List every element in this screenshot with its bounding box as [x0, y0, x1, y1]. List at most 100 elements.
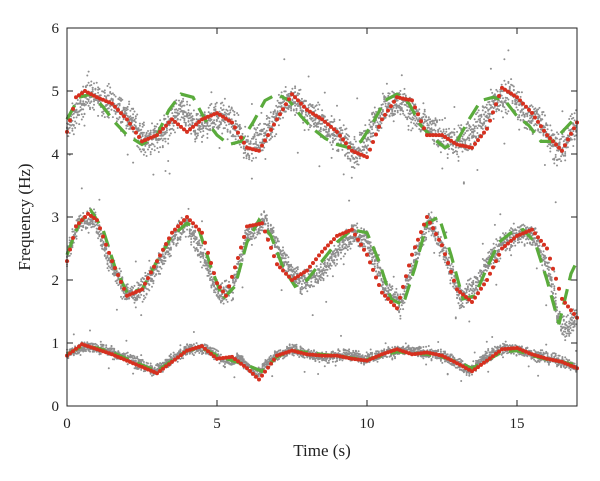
scatter-point — [508, 87, 511, 90]
scatter-point — [186, 219, 189, 222]
scatter-point — [534, 123, 537, 125]
scatter-point — [152, 143, 155, 146]
scatter-point — [120, 270, 122, 273]
scatter-point — [210, 91, 213, 94]
scatter-point — [341, 129, 344, 132]
scatter-point — [402, 300, 405, 302]
scatter-point — [368, 242, 371, 245]
scatter-point — [242, 145, 245, 148]
scatter-point — [101, 239, 104, 242]
scatter-point — [475, 286, 477, 289]
scatter-point — [141, 135, 144, 138]
scatter-point — [414, 115, 417, 118]
scatter-point — [398, 304, 401, 307]
scatter-point — [241, 259, 244, 262]
scatter-point — [118, 98, 121, 101]
scatter-point — [253, 232, 256, 235]
scatter-point — [152, 173, 155, 176]
scatter-point — [407, 124, 410, 127]
scatter-point — [392, 91, 395, 94]
scatter-point — [164, 137, 167, 140]
scatter-point — [163, 262, 166, 265]
scatter-point — [313, 285, 315, 288]
scatter-point — [86, 226, 89, 229]
scatter-point — [163, 255, 166, 258]
scatter-point — [117, 278, 120, 281]
scatter-point — [209, 104, 212, 107]
scatter-point — [218, 147, 221, 149]
scatter-point — [466, 137, 469, 140]
scatter-point — [453, 133, 456, 136]
scatter-point — [466, 286, 469, 289]
scatter-point — [201, 244, 203, 247]
scatter-point — [388, 283, 391, 286]
scatter-point — [295, 107, 298, 110]
scatter-point — [472, 279, 475, 282]
scatter-point — [471, 292, 473, 295]
scatter-point — [277, 246, 280, 249]
scatter-point — [98, 224, 101, 227]
scatter-point — [558, 158, 561, 161]
scatter-point — [340, 126, 342, 129]
scatter-point — [371, 258, 374, 261]
scatter-point — [199, 125, 202, 128]
scatter-point — [430, 127, 433, 130]
scatter-point — [346, 155, 349, 158]
scatter-point — [307, 273, 310, 275]
scatter-point — [105, 97, 108, 100]
scatter-point — [519, 95, 522, 98]
scatter-point — [295, 281, 298, 283]
scatter-point — [439, 151, 442, 154]
scatter-point — [361, 132, 364, 135]
scatter-point — [569, 137, 572, 140]
scatter-point — [545, 122, 548, 125]
scatter-point — [489, 88, 492, 91]
scatter-point — [503, 58, 506, 61]
scatter-point — [504, 111, 507, 114]
scatter-point — [466, 129, 469, 132]
scatter-point — [207, 111, 210, 114]
scatter-point — [265, 129, 268, 132]
scatter-point — [159, 272, 162, 275]
scatter-point — [90, 84, 93, 86]
scatter-point — [105, 252, 108, 255]
scatter-point — [309, 126, 311, 129]
scatter-point — [234, 273, 237, 276]
scatter-point — [373, 265, 376, 268]
scatter-point — [476, 127, 479, 130]
scatter-point — [412, 122, 415, 125]
scatter-point — [469, 125, 472, 128]
scatter-point — [309, 286, 311, 289]
scatter-point — [552, 143, 554, 146]
scatter-point — [498, 250, 500, 253]
scatter-point — [415, 117, 418, 119]
scatter-point — [184, 235, 187, 238]
scatter-point — [439, 236, 442, 238]
scatter-point — [214, 108, 217, 111]
scatter-point — [410, 129, 413, 132]
scatter-point — [107, 116, 110, 119]
scatter-point — [142, 131, 145, 134]
scatter-point — [460, 300, 463, 302]
scatter-point — [496, 239, 499, 242]
scatter-point — [541, 118, 544, 121]
scatter-point — [476, 169, 479, 171]
scatter-point — [144, 151, 147, 154]
scatter-point — [256, 126, 259, 129]
scatter-point — [322, 277, 325, 280]
scatter-point — [360, 133, 363, 136]
scatter-point — [485, 119, 488, 122]
scatter-point — [300, 97, 303, 100]
scatter-point — [89, 102, 91, 105]
scatter-point — [273, 109, 276, 112]
scatter-point — [68, 126, 71, 129]
scatter-point — [375, 110, 378, 113]
scatter-point — [296, 102, 299, 105]
scatter-point — [489, 104, 492, 107]
scatter-point — [141, 133, 144, 136]
scatter-point — [76, 99, 79, 101]
scatter-point — [192, 240, 195, 243]
scatter-point — [336, 262, 338, 265]
scatter-point — [103, 89, 106, 92]
scatter-point — [75, 116, 78, 119]
